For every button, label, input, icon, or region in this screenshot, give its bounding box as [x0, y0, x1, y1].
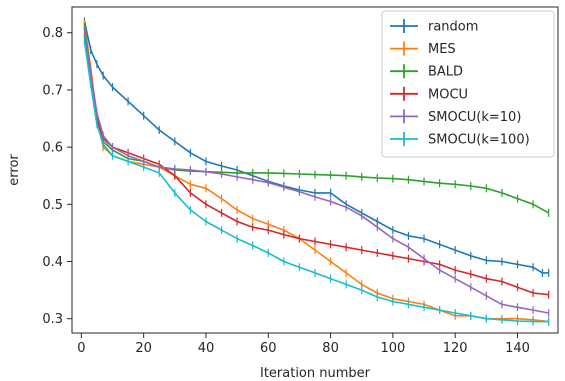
y-tick-label: 0.7 [42, 83, 63, 98]
legend-label: MES [428, 42, 456, 57]
series-2 [83, 23, 550, 217]
legend-label: SMOCU(k=100) [428, 133, 530, 148]
y-tick-label: 0.6 [42, 141, 63, 156]
x-axis-title: Iteration number [260, 366, 371, 381]
legend-box [381, 10, 555, 158]
x-tick-label: 80 [322, 341, 339, 356]
x-tick-label: 60 [260, 341, 277, 356]
x-tick-label: 0 [77, 341, 85, 356]
axes-ticks-group: 0 20 40 60 80 100 120 140 0.3 0.4 0.5 0.6 0.7 0.8 [42, 26, 530, 356]
x-tick-label: 20 [135, 341, 152, 356]
legend-label: MOCU [428, 87, 468, 102]
legend-label: SMOCU(k=10) [428, 110, 521, 125]
legend-label: BALD [428, 65, 463, 80]
y-tick-label: 0.3 [42, 312, 63, 327]
y-axis-title: error [7, 154, 22, 186]
series-layer [83, 17, 550, 326]
x-tick-label: 120 [443, 341, 468, 356]
x-tick-label: 140 [505, 341, 530, 356]
y-tick-label: 0.5 [42, 198, 63, 213]
series-4 [83, 28, 550, 317]
plot-frame [71, 6, 559, 334]
y-tick-label: 0.8 [42, 26, 63, 41]
series-line [83, 21, 549, 274]
x-tick-label: 40 [198, 341, 215, 356]
legend-label: random [428, 20, 478, 35]
legend: random MES BALD MOCU SMOCU(k=10) SMOCU(k=100) [381, 10, 555, 158]
x-tick-label: 100 [380, 341, 405, 356]
series-5 [83, 37, 550, 326]
y-tick-label: 0.4 [42, 255, 63, 270]
